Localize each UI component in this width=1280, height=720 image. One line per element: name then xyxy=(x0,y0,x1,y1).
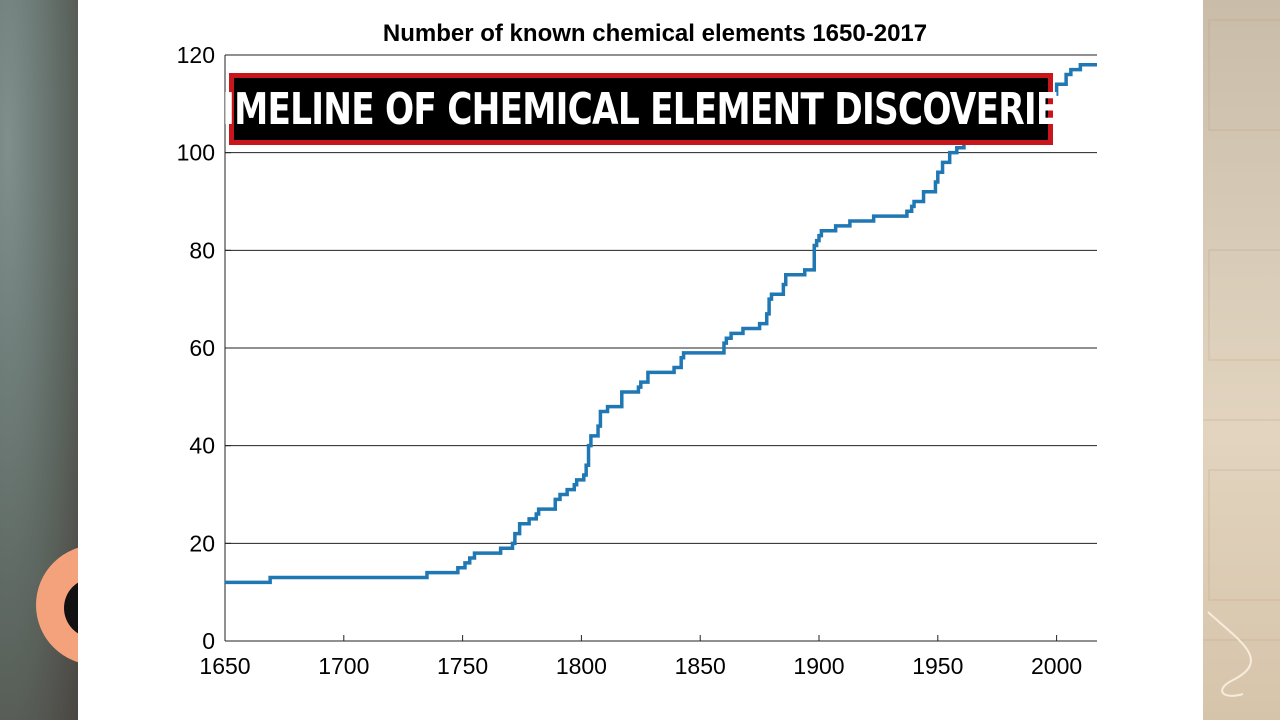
title-banner: TIMELINE OF CHEMICAL ELEMENT DISCOVERIES xyxy=(200,73,1083,145)
x-tick-label: 1700 xyxy=(318,653,369,679)
chart-svg: Number of known chemical elements 1650-2… xyxy=(177,20,1097,679)
x-tick-label: 2000 xyxy=(1031,653,1082,679)
x-tick-label: 1750 xyxy=(437,653,488,679)
chart-axes xyxy=(224,54,1097,642)
x-tick-label: 1650 xyxy=(199,653,250,679)
decor-orb-core xyxy=(64,578,78,638)
x-tick-label: 1800 xyxy=(556,653,607,679)
background-left-decor xyxy=(0,0,78,720)
chart-title: Number of known chemical elements 1650-2… xyxy=(383,20,927,47)
background-right-decor xyxy=(1203,0,1280,720)
y-tick-label: 60 xyxy=(189,335,215,361)
y-tick-label: 40 xyxy=(189,433,215,459)
title-banner-inner: TIMELINE OF CHEMICAL ELEMENT DISCOVERIES xyxy=(200,78,1083,140)
y-tick-label: 20 xyxy=(189,530,215,556)
decor-periodic-grid xyxy=(1203,19,1280,697)
y-tick-label: 80 xyxy=(189,237,215,263)
title-banner-text: TIMELINE OF CHEMICAL ELEMENT DISCOVERIES xyxy=(199,83,1084,135)
y-tick-label: 0 xyxy=(202,628,215,654)
x-tick-label: 1850 xyxy=(675,653,726,679)
y-tick-label: 120 xyxy=(177,42,215,68)
chart-tick-labels: 0 20 40 60 80 100 120 1650 1700 1750 1800 1850 1900 1… xyxy=(177,42,1083,679)
x-tick-label: 1900 xyxy=(793,653,844,679)
y-tick-label: 100 xyxy=(177,140,215,166)
x-tick-label: 1950 xyxy=(912,653,963,679)
